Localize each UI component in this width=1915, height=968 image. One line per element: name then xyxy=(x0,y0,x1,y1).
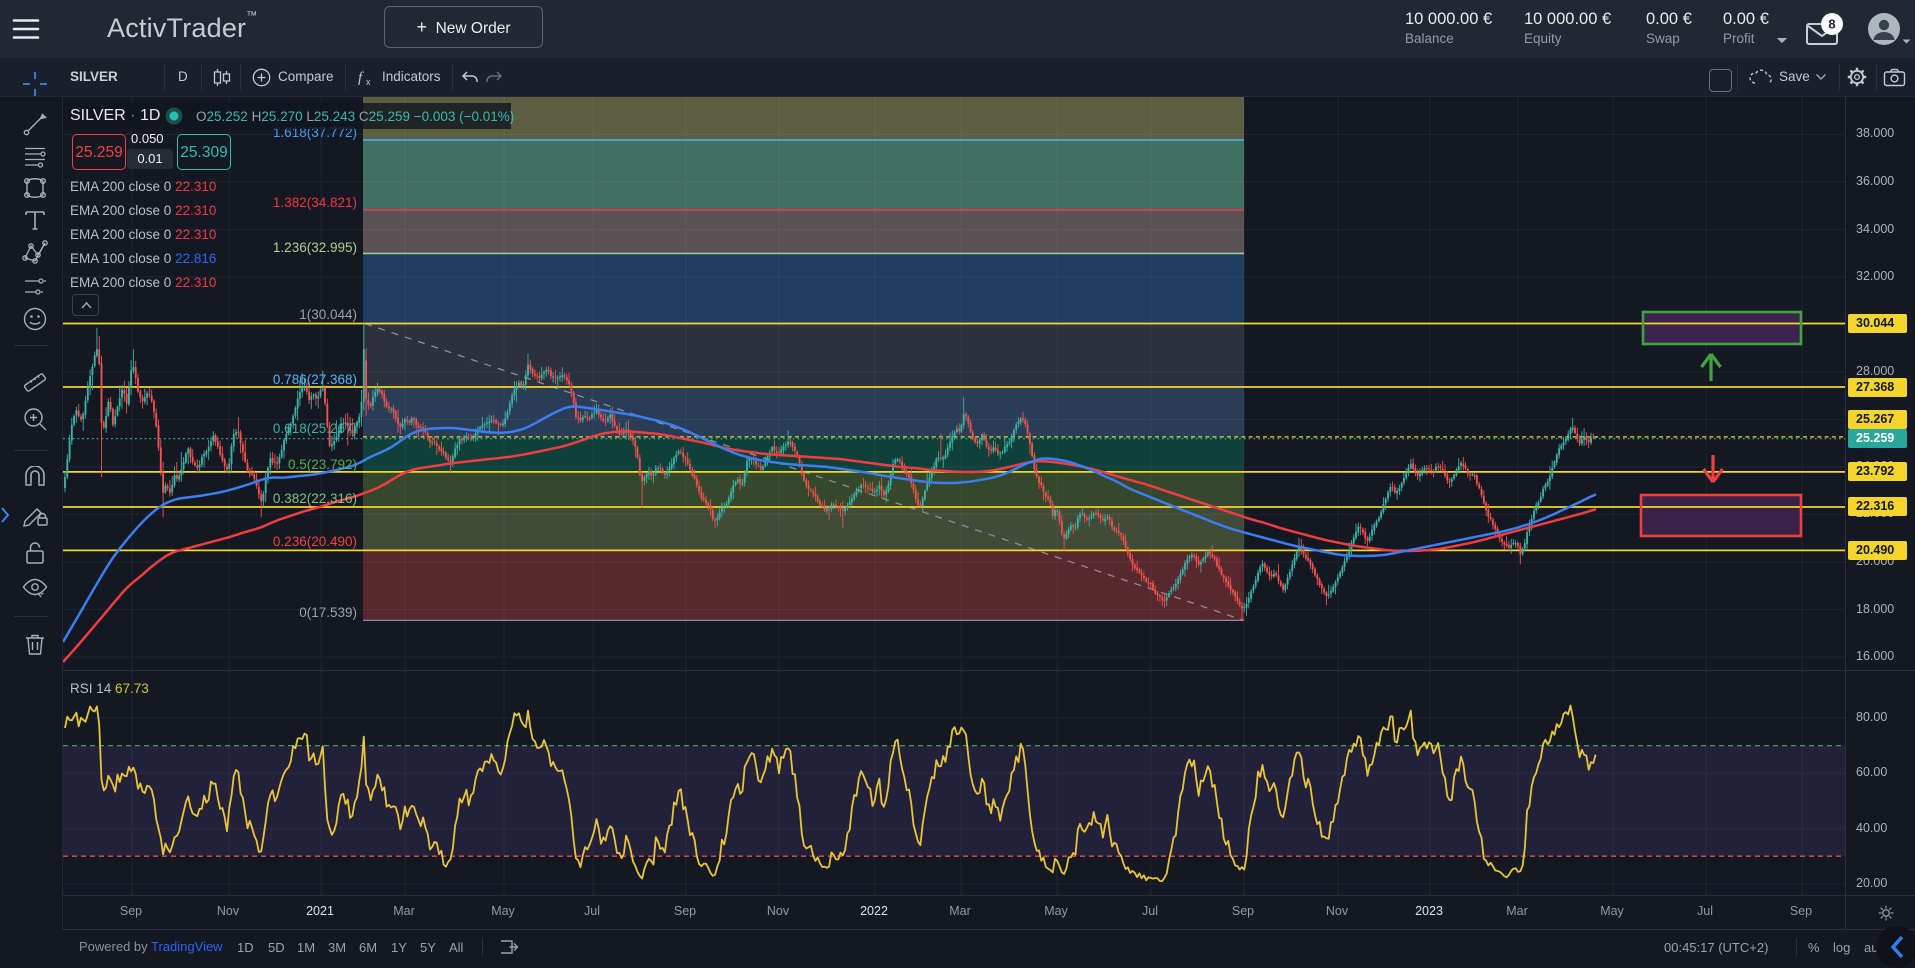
svg-text:0(17.539): 0(17.539) xyxy=(299,605,357,620)
svg-text:0.5(23.792): 0.5(23.792) xyxy=(288,457,357,472)
svg-text:0.618(25.267): 0.618(25.267) xyxy=(273,421,357,436)
svg-text:0.786(27.368): 0.786(27.368) xyxy=(273,372,357,387)
svg-text:f: f xyxy=(358,70,364,86)
svg-text:1.236(32.995): 1.236(32.995) xyxy=(273,240,357,255)
svg-text:8: 8 xyxy=(1828,17,1835,32)
svg-text:1(30.044): 1(30.044) xyxy=(299,307,357,322)
svg-text:0.382(22.316): 0.382(22.316) xyxy=(273,491,357,506)
svg-text:0.236(20.490): 0.236(20.490) xyxy=(273,534,357,549)
svg-text:x: x xyxy=(366,77,371,87)
svg-text:1.382(34.821): 1.382(34.821) xyxy=(273,195,357,210)
